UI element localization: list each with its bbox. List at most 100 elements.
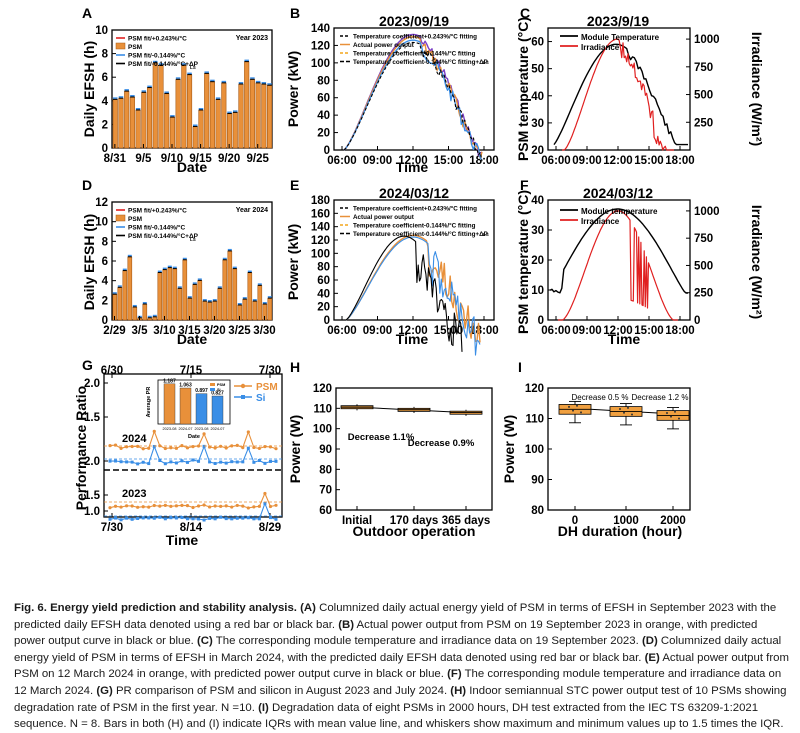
bar-a: [152, 62, 158, 149]
series-g-psm-2023-marker: [174, 504, 178, 508]
series-g-si-2023-marker: [241, 516, 245, 520]
series-g-psm-2023-marker: [263, 491, 267, 496]
c-y-tick-label: 20: [531, 145, 544, 157]
series-g-si-2024-marker: [158, 458, 162, 462]
series-g-psm-2023-marker: [268, 504, 273, 509]
c-y2-tick-label: 1000: [694, 34, 720, 46]
bar-d: [232, 268, 238, 321]
d-x-tick-label: 3/5: [132, 325, 149, 337]
bar-a: [135, 109, 141, 149]
bar-d: [217, 288, 223, 321]
series-g-psm-2023-marker: [202, 503, 206, 507]
panel-letter-a: A: [82, 5, 92, 21]
series-g-si-2023-marker: [169, 516, 173, 520]
b-x-tick-label: 15:00: [434, 155, 463, 167]
bar-d: [117, 287, 123, 321]
bar-a: [118, 98, 124, 149]
bar-d: [192, 284, 198, 321]
series-g-psm-2024-marker: [263, 444, 267, 449]
series-g-si-2024-marker: [274, 459, 278, 463]
series-g-si-2023-marker: [202, 518, 206, 522]
panel-letter-d: D: [82, 177, 92, 193]
panel-letter-h: H: [290, 359, 300, 375]
series-g-si-2024-marker: [163, 462, 167, 466]
legend-d-label: PSM fit/-0.144%/°C+ΔP: [128, 232, 199, 240]
a-y-tick-label: 0: [102, 143, 108, 155]
series-g-si-2024-marker: [147, 462, 151, 466]
series-g-si-2023-marker: [130, 517, 134, 521]
series-g-psm-2023-marker: [274, 503, 278, 507]
a-y-tick-label: 4: [102, 96, 109, 108]
series-g-psm-2024-marker: [136, 444, 140, 448]
b-x-tick-label: 09:00: [363, 155, 392, 167]
f-ylabel: PSM temperature (°C): [515, 190, 531, 334]
h-y-tick-label: 100: [313, 424, 332, 436]
f-x-tick-label: 15:00: [634, 325, 663, 337]
series-g-si-2024-marker: [191, 458, 195, 462]
d-x-tick-label: 3/20: [203, 325, 225, 337]
e-x-tick-label: 18:00: [469, 325, 498, 337]
series-g-si-2023-marker: [213, 517, 217, 521]
series-g-si-2024-marker: [241, 460, 245, 464]
caption-title: Fig. 6. Energy yield prediction and stab…: [14, 602, 297, 614]
i-y-tick-label: 110: [525, 414, 544, 426]
series-g-psm-2024-marker: [147, 446, 151, 450]
i-point: [619, 408, 621, 411]
bar-a: [209, 81, 215, 149]
d-y-tick-label: 10: [95, 217, 108, 229]
e-y-tick-label: 140: [311, 222, 330, 234]
series-g-psm-2024-marker: [252, 445, 256, 450]
series-g-si-2023-marker: [268, 516, 272, 520]
series-e-blue: [345, 236, 481, 356]
inset-bar: [211, 395, 224, 425]
g-top-x-tick-label: 6/30: [101, 365, 123, 377]
e-x-tick-label: 12:00: [398, 325, 427, 337]
c-y2-tick-label: 250: [694, 117, 713, 129]
series-g-si-2023-marker: [163, 517, 167, 521]
d-xlabel: Date: [177, 331, 208, 347]
g-y-tick-label: 1.0: [84, 506, 100, 518]
bar-a: [232, 112, 238, 149]
series-g-psm-2024-marker: [274, 447, 278, 451]
series-b-black: [343, 41, 483, 162]
series-g-psm-2023-marker: [141, 505, 145, 509]
d-ylabel: Daily EFSH (h): [81, 214, 97, 310]
inset-value-label: 0.897: [195, 388, 208, 394]
f-y2-tick-label: 0: [694, 315, 700, 327]
bar-a: [255, 82, 261, 149]
f-title: 2024/03/12: [583, 185, 653, 201]
series-g-si-2023-marker: [224, 517, 228, 521]
f-y2-tick-label: 250: [694, 288, 713, 300]
bar-a: [215, 99, 221, 149]
series-g-psm-2024-marker: [235, 443, 239, 447]
caption-part-c: (C) The corresponding module temperature…: [197, 635, 642, 648]
h-annotation: Decrease 1.1%: [348, 432, 415, 443]
series-g-psm-2024-marker: [119, 446, 123, 450]
legend-e-subscript: LS: [483, 232, 489, 237]
inset-x-label: 2023-08: [195, 427, 209, 431]
c-x-tick-label: 18:00: [665, 155, 694, 167]
plot-frame-e: [333, 199, 495, 321]
c-y-tick-label: 30: [531, 118, 544, 130]
i-point: [678, 417, 680, 420]
i-x-tick-label: 1000: [613, 515, 639, 527]
series-g-psm-2024-marker: [163, 446, 167, 451]
b-y-tick-label: 80: [317, 75, 330, 87]
d-x-tick-label: 2/29: [103, 325, 125, 337]
panel-letter-e: E: [290, 177, 299, 193]
b-ylabel: Power (kW): [285, 51, 301, 127]
series-f-irradiance: [558, 210, 678, 321]
f-y-tick-label: 0: [538, 315, 544, 327]
a-year-tag: Year 2023: [236, 35, 268, 42]
bar-d: [142, 303, 148, 321]
series-g-si-2023-marker: [246, 516, 250, 520]
legend-b-label: Temperature coefficient+0.243%/°C fittin…: [353, 33, 477, 41]
bar-d: [147, 317, 153, 321]
series-g-psm-2024-marker: [241, 446, 245, 450]
caption-part-h: (H) Indoor semiannual STC power output t…: [14, 684, 787, 714]
a-xlabel: Date: [177, 159, 208, 175]
series-g-si-2023-marker: [185, 517, 189, 521]
series-g-psm-2023-marker: [180, 503, 184, 507]
series-g-psm-2023-marker: [252, 505, 256, 509]
d-y-tick-label: 6: [102, 256, 108, 268]
